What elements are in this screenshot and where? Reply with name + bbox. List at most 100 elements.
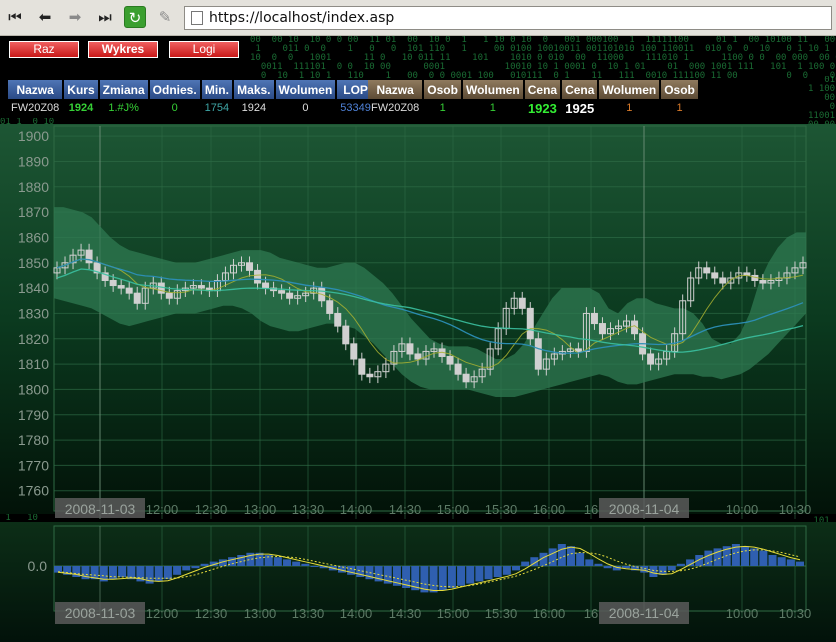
candle xyxy=(462,367,470,389)
matrix-decoration-top: 00 00 10 10 0 0 00 11 01 00 10 0 1 1 10 … xyxy=(250,36,836,80)
y-tick-label: 1900 xyxy=(18,128,49,144)
candle-body xyxy=(117,285,125,289)
order-osob-bid: 1 xyxy=(439,102,446,114)
candle-body xyxy=(767,280,775,284)
histogram-bar xyxy=(200,563,209,566)
x-tick-label: 13:00 xyxy=(244,502,277,517)
indicator-x-tick-label: 13:30 xyxy=(292,606,325,621)
quote-header-maks: Maks. xyxy=(234,80,274,99)
candle xyxy=(759,274,767,290)
histogram-bar xyxy=(347,566,356,575)
candle-body xyxy=(711,272,719,279)
date-marker-background xyxy=(55,498,145,518)
candle-body xyxy=(550,353,558,360)
histogram-bar xyxy=(741,546,750,566)
histogram-bar xyxy=(457,566,466,586)
candle xyxy=(478,362,486,384)
candle xyxy=(598,317,606,341)
quote-zmiana: 1.#J% xyxy=(108,102,139,114)
candle-body xyxy=(109,280,117,287)
candle-body xyxy=(366,373,374,378)
histogram-bar xyxy=(557,544,566,566)
order-wolumen-ask: 1 xyxy=(626,102,633,114)
back-arrow-icon[interactable]: ⬅ xyxy=(38,8,52,26)
x-tick-label: 10:00 xyxy=(726,502,759,517)
candle xyxy=(173,284,181,305)
candle xyxy=(278,284,286,300)
candle-body xyxy=(125,287,133,294)
histogram-bar xyxy=(475,566,484,582)
y-tick-label: 1820 xyxy=(18,331,49,347)
edit-pencil-icon[interactable]: ✎ xyxy=(158,8,172,26)
y-tick-label: 1780 xyxy=(18,432,49,448)
candle-body xyxy=(606,328,614,335)
x-tick-label: 15:00 xyxy=(437,502,470,517)
order-header-wolumen-ask: Wolumen xyxy=(599,80,660,99)
histogram-bar xyxy=(640,566,649,573)
order-header-cena-bid: Cena xyxy=(524,80,561,99)
price-chart[interactable]: 1900 1890 1880 1870 1860 1850 1840 1830 1820 1810… xyxy=(0,36,836,642)
moving-average-long xyxy=(56,258,804,354)
home-icon[interactable]: ⏮ xyxy=(8,8,22,26)
candle xyxy=(398,337,406,358)
quote-header-kurs: Kurs xyxy=(64,80,98,99)
candle xyxy=(246,256,254,277)
histogram-bar xyxy=(127,566,136,580)
indicator-x-tick-label: 15:00 xyxy=(437,606,470,621)
histogram-bar xyxy=(392,566,401,586)
raz-button[interactable]: Raz xyxy=(9,41,79,58)
candle-body xyxy=(534,338,542,370)
indicator-x-tick-label: 12:00 xyxy=(146,606,179,621)
histogram-bar xyxy=(383,566,392,584)
candle xyxy=(342,319,350,351)
candle-body xyxy=(69,254,77,264)
indicator-x-tick-label: 16 xyxy=(584,606,598,621)
histogram-bar xyxy=(438,566,447,591)
wykres-button[interactable]: Wykres xyxy=(88,41,158,58)
histogram-bar xyxy=(90,566,99,580)
quote-wolumen: 0 xyxy=(302,102,309,114)
histogram-bar xyxy=(704,550,713,566)
histogram-bar xyxy=(108,566,117,580)
histogram-bar xyxy=(484,566,493,580)
logi-button[interactable]: Logi xyxy=(169,41,239,58)
candle xyxy=(69,248,77,270)
histogram-bar xyxy=(81,566,90,580)
candle xyxy=(254,264,262,290)
candle xyxy=(550,347,558,366)
signal-line-dashed xyxy=(57,549,801,588)
candle xyxy=(470,370,478,389)
histogram-bar xyxy=(218,559,227,566)
histogram-bar xyxy=(228,557,237,566)
histogram-bar xyxy=(118,566,127,577)
candle-body xyxy=(133,292,141,304)
candle xyxy=(141,281,149,310)
quote-header-wolumen: Wolumen xyxy=(275,80,336,99)
indicator-x-tick-label: 14:30 xyxy=(389,606,422,621)
x-tick-label: 2008-11-04 xyxy=(609,501,680,517)
indicator-y-tick-label: 0.0 xyxy=(28,558,48,574)
candle-body xyxy=(494,328,502,350)
candle-body xyxy=(390,350,398,365)
histogram-bar xyxy=(136,566,145,582)
order-osob-ask: 1 xyxy=(676,102,683,114)
candle-body xyxy=(703,267,711,274)
candle-body xyxy=(791,267,799,274)
candle-body xyxy=(414,353,422,360)
indicator-x-tick-label: 10:30 xyxy=(779,606,812,621)
candle-body xyxy=(598,323,606,335)
candle-body xyxy=(53,267,61,274)
quote-nazwa: FW20Z08 xyxy=(11,102,60,114)
forward-arrow-icon[interactable]: ➡ xyxy=(68,8,82,26)
order-cena-bid: 1923 xyxy=(527,100,557,116)
histogram-bar xyxy=(145,566,154,584)
candle xyxy=(574,342,582,358)
candle xyxy=(566,342,574,358)
address-bar[interactable]: https://localhost/index.asp xyxy=(184,6,832,30)
fast-forward-icon[interactable]: ⏭ xyxy=(98,8,112,26)
reload-icon[interactable]: ↻ xyxy=(124,6,146,28)
quote-header-zmiana: Zmiana xyxy=(99,80,148,99)
x-tick-label: 12:30 xyxy=(195,502,228,517)
candle-body xyxy=(655,358,663,365)
histogram-bar xyxy=(301,563,310,566)
